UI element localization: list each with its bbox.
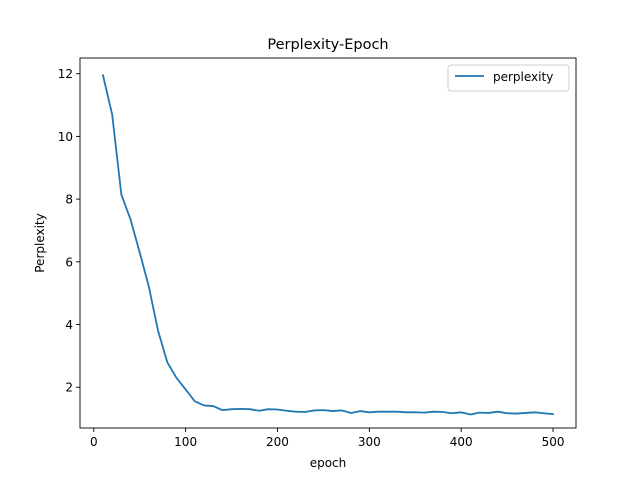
x-tick-label: 300 — [358, 435, 381, 449]
legend: perplexity — [447, 64, 570, 92]
chart-title: Perplexity-Epoch — [267, 37, 388, 53]
y-tick-label: 12 — [58, 67, 73, 81]
legend-label-perplexity: perplexity — [493, 70, 553, 84]
x-tick-label: 200 — [266, 435, 289, 449]
y-tick-label: 2 — [65, 381, 73, 395]
y-tick-label: 8 — [65, 193, 73, 207]
x-axis-label: epoch — [310, 456, 347, 470]
y-tick-label: 6 — [65, 255, 73, 269]
x-tick-label: 500 — [542, 435, 565, 449]
legend-box — [447, 64, 570, 92]
plot-frame — [79, 57, 577, 429]
series-line-perplexity — [101, 74, 555, 416]
x-tick-label: 0 — [90, 435, 98, 449]
x-tick-label: 400 — [450, 435, 473, 449]
y-axis-label: Perplexity — [33, 213, 47, 273]
axis-ticks: 0 100 200 300 400 500 2 4 6 8 10 12 — [58, 67, 565, 449]
y-tick-label: 10 — [58, 130, 73, 144]
series-layer — [101, 74, 555, 416]
x-tick-label: 100 — [174, 435, 197, 449]
plot-area — [80, 58, 576, 428]
y-tick-label: 4 — [65, 318, 73, 332]
